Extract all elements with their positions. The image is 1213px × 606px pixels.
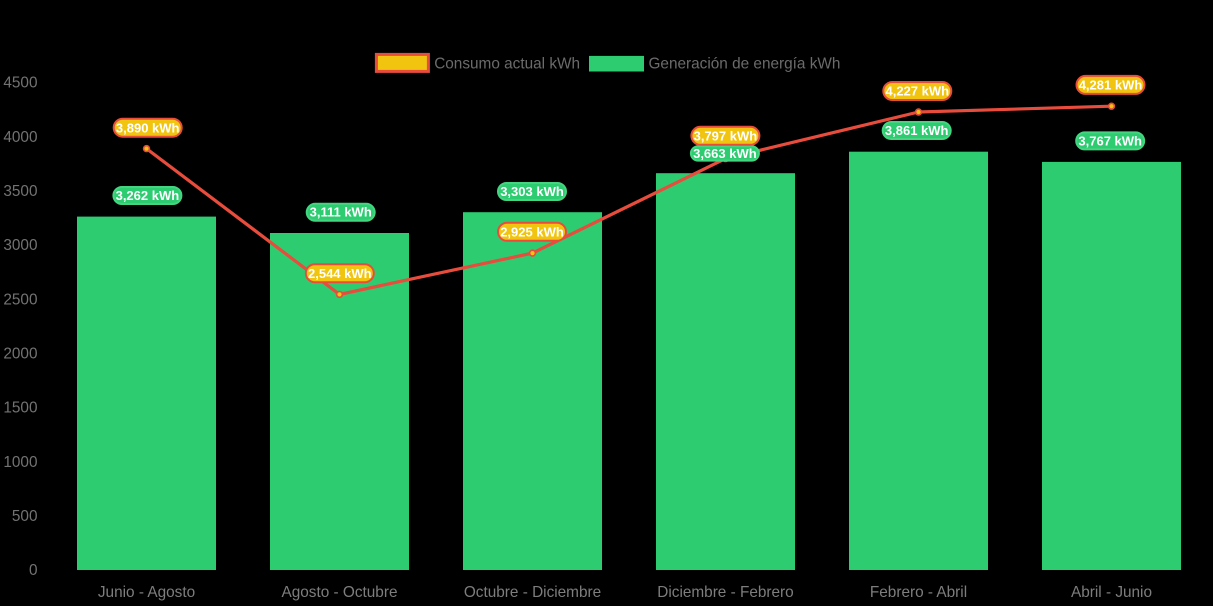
svg-text:0: 0 xyxy=(29,562,38,579)
svg-text:2500: 2500 xyxy=(3,291,37,308)
svg-text:3500: 3500 xyxy=(3,183,37,200)
svg-text:4500: 4500 xyxy=(3,75,37,92)
svg-text:4,227 kWh: 4,227 kWh xyxy=(886,84,950,99)
svg-text:Febrero - Abril: Febrero - Abril xyxy=(870,584,967,601)
svg-text:1500: 1500 xyxy=(3,400,37,417)
svg-text:3,767 kWh: 3,767 kWh xyxy=(1078,134,1142,149)
svg-text:Abril - Junio: Abril - Junio xyxy=(1071,584,1152,601)
svg-text:3,861 kWh: 3,861 kWh xyxy=(885,123,949,138)
svg-text:4000: 4000 xyxy=(3,129,37,146)
svg-text:3000: 3000 xyxy=(3,237,37,254)
svg-text:4,281 kWh: 4,281 kWh xyxy=(1079,78,1143,93)
svg-text:3,303 kWh: 3,303 kWh xyxy=(500,184,564,199)
svg-text:3,111 kWh: 3,111 kWh xyxy=(310,205,372,220)
svg-text:Octubre - Diciembre: Octubre - Diciembre xyxy=(464,584,601,601)
svg-text:3,262 kWh: 3,262 kWh xyxy=(116,188,180,203)
svg-text:Generación de energía kWh: Generación de energía kWh xyxy=(649,56,841,73)
svg-text:Consumo actual kWh: Consumo actual kWh xyxy=(434,56,580,73)
svg-text:1000: 1000 xyxy=(3,454,37,471)
svg-text:500: 500 xyxy=(12,508,38,525)
svg-text:3,663 kWh: 3,663 kWh xyxy=(693,146,757,161)
svg-text:2000: 2000 xyxy=(3,345,37,362)
svg-text:2,544 kWh: 2,544 kWh xyxy=(308,266,372,281)
svg-text:Agosto - Octubre: Agosto - Octubre xyxy=(282,584,398,601)
svg-text:3,797 kWh: 3,797 kWh xyxy=(694,129,758,144)
svg-text:2,925 kWh: 2,925 kWh xyxy=(500,225,564,240)
svg-text:Diciembre - Febrero: Diciembre - Febrero xyxy=(657,584,793,601)
svg-text:Junio - Agosto: Junio - Agosto xyxy=(98,584,195,601)
svg-text:3,890 kWh: 3,890 kWh xyxy=(116,120,180,135)
